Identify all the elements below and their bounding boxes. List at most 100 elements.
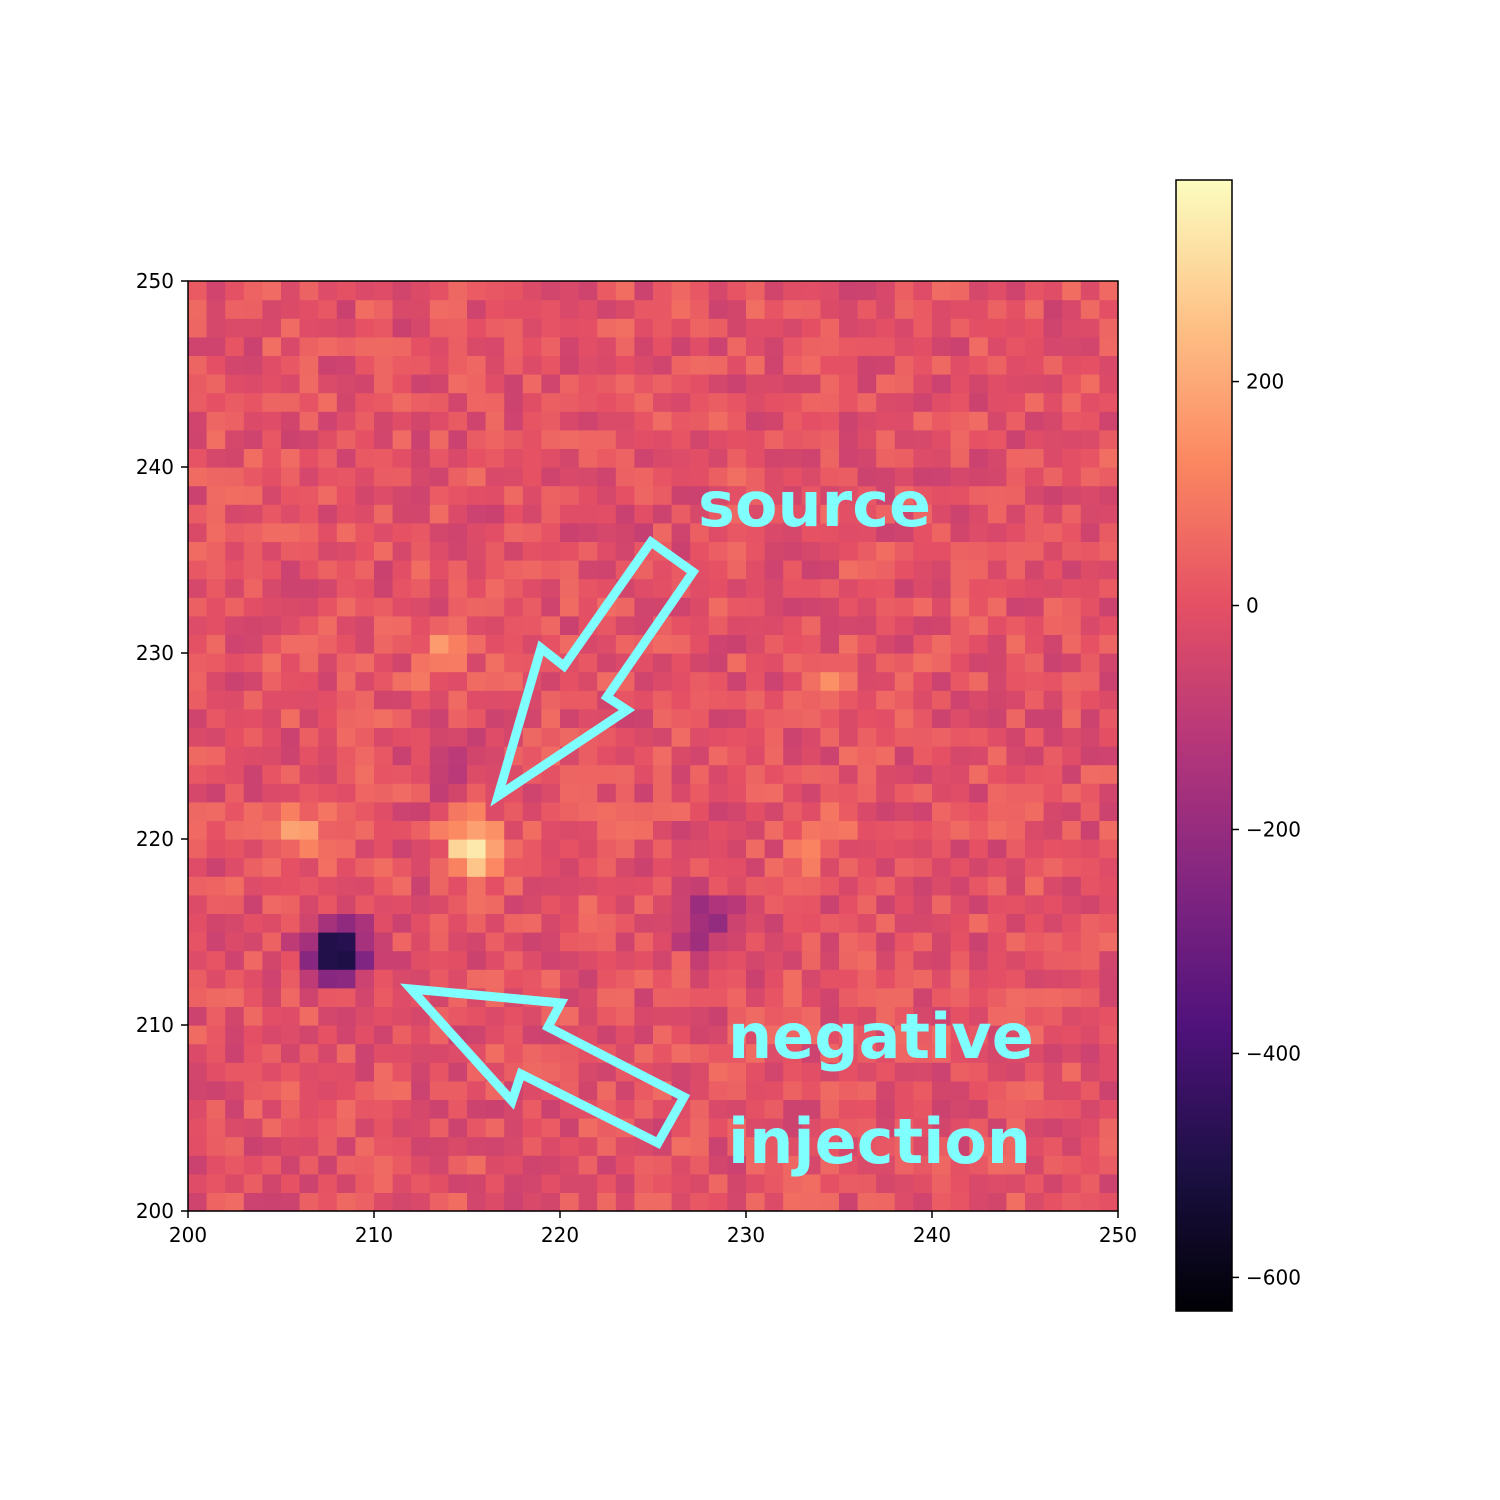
heatmap-cell — [671, 1006, 691, 1026]
heatmap-cell — [522, 932, 542, 952]
heatmap-cell — [746, 318, 766, 338]
heatmap-cell — [597, 1173, 617, 1193]
heatmap-cell — [225, 1025, 245, 1045]
heatmap-cell — [801, 801, 821, 821]
heatmap-cell — [225, 1173, 245, 1193]
heatmap-cell — [894, 634, 914, 654]
heatmap-cell — [1062, 1136, 1082, 1156]
heatmap-cell — [894, 281, 914, 301]
heatmap-cell — [355, 1043, 375, 1063]
heatmap-cell — [206, 839, 226, 859]
heatmap-cell — [262, 299, 282, 319]
heatmap-cell — [801, 839, 821, 859]
heatmap-cell — [392, 727, 412, 747]
heatmap-cell — [708, 336, 728, 356]
heatmap-cell — [374, 336, 394, 356]
heatmap-cell — [820, 467, 840, 487]
heatmap-cell — [206, 894, 226, 914]
heatmap-cell — [281, 597, 301, 617]
heatmap-cell — [188, 801, 208, 821]
heatmap-cell — [355, 708, 375, 728]
heatmap-cell — [522, 801, 542, 821]
heatmap-cell — [671, 1136, 691, 1156]
heatmap-cell — [690, 1118, 710, 1138]
heatmap-cell — [690, 671, 710, 691]
heatmap-cell — [448, 1118, 468, 1138]
heatmap-cell — [894, 801, 914, 821]
heatmap-cell — [262, 560, 282, 580]
y-tick-label: 230 — [136, 641, 174, 665]
heatmap-cell — [839, 913, 859, 933]
heatmap-cell — [560, 1006, 580, 1026]
heatmap-cell — [560, 467, 580, 487]
heatmap-cell — [764, 839, 784, 859]
heatmap-cell — [299, 932, 319, 952]
heatmap-cell — [671, 374, 691, 394]
heatmap-cell — [1099, 597, 1119, 617]
heatmap-cell — [560, 857, 580, 877]
heatmap-cell — [653, 820, 673, 840]
heatmap-cell — [541, 1043, 561, 1063]
heatmap-cell — [448, 690, 468, 710]
heatmap-cell — [820, 485, 840, 505]
heatmap-cell — [541, 578, 561, 598]
heatmap-cell — [950, 467, 970, 487]
heatmap-cell — [1099, 857, 1119, 877]
heatmap-cell — [262, 541, 282, 561]
heatmap-cell — [746, 764, 766, 784]
heatmap-cell — [485, 1025, 505, 1045]
heatmap-cell — [764, 746, 784, 766]
heatmap-cell — [671, 1118, 691, 1138]
heatmap-cell — [671, 950, 691, 970]
heatmap-cell — [429, 671, 449, 691]
heatmap-cell — [1080, 1099, 1100, 1119]
heatmap-cell — [894, 374, 914, 394]
heatmap-cell — [857, 374, 877, 394]
heatmap-cell — [932, 448, 952, 468]
heatmap-cell — [188, 299, 208, 319]
heatmap-cell — [522, 1099, 542, 1119]
heatmap-cell — [522, 913, 542, 933]
heatmap-cell — [318, 522, 338, 542]
heatmap-cell — [857, 560, 877, 580]
heatmap-cell — [727, 299, 747, 319]
heatmap-cell — [1025, 560, 1045, 580]
heatmap-cell — [764, 932, 784, 952]
heatmap-cell — [1025, 448, 1045, 468]
heatmap-cell — [987, 950, 1007, 970]
heatmap-cell — [801, 522, 821, 542]
heatmap-cell — [504, 541, 524, 561]
heatmap-cell — [1080, 485, 1100, 505]
heatmap-cell — [783, 541, 803, 561]
heatmap-cell — [746, 913, 766, 933]
heatmap-cell — [560, 969, 580, 989]
heatmap-cell — [708, 932, 728, 952]
heatmap-cell — [411, 1062, 431, 1082]
heatmap-cell — [355, 876, 375, 896]
heatmap-cell — [708, 764, 728, 784]
heatmap-cell — [857, 504, 877, 524]
heatmap-cell — [1025, 1062, 1045, 1082]
heatmap-cell — [671, 1025, 691, 1045]
heatmap-cell — [857, 355, 877, 375]
heatmap-cell — [764, 969, 784, 989]
heatmap-cell — [262, 839, 282, 859]
heatmap-cell — [225, 839, 245, 859]
heatmap-cell — [318, 932, 338, 952]
heatmap-cell — [1062, 839, 1082, 859]
heatmap-cell — [671, 764, 691, 784]
heatmap-cell — [839, 336, 859, 356]
heatmap-cell — [876, 1025, 896, 1045]
heatmap-cell — [336, 690, 356, 710]
heatmap-cell — [1062, 318, 1082, 338]
heatmap-cell — [522, 578, 542, 598]
heatmap-cell — [1062, 671, 1082, 691]
heatmap-cell — [336, 1155, 356, 1175]
heatmap-cell — [281, 541, 301, 561]
heatmap-cell — [578, 1155, 598, 1175]
heatmap-cell — [671, 615, 691, 635]
heatmap-cell — [987, 299, 1007, 319]
heatmap-cell — [411, 932, 431, 952]
heatmap-cell — [783, 522, 803, 542]
heatmap-cell — [727, 597, 747, 617]
